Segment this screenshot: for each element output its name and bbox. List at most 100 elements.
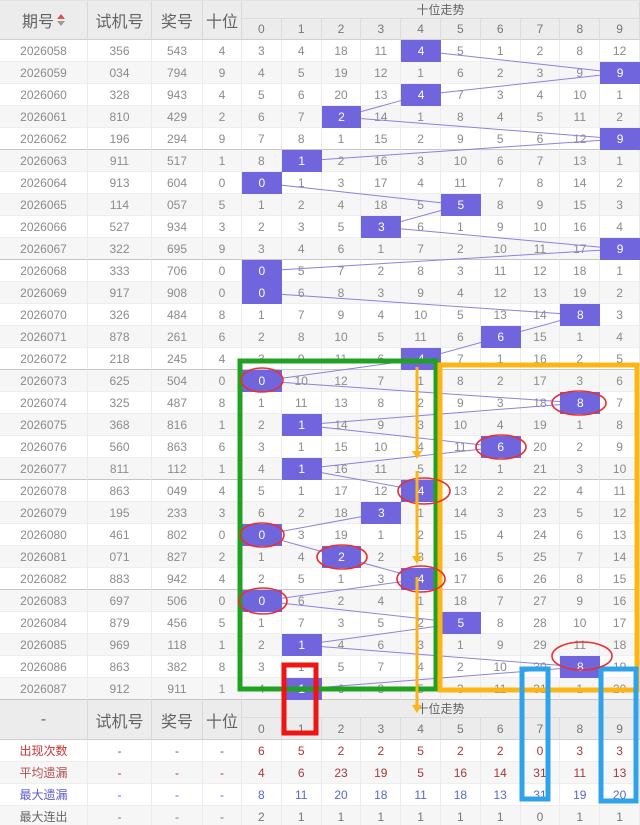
trend-cell: 5 [600,348,640,370]
summary-issue-label: - [40,710,47,728]
highlight-cell: 5 [441,194,481,216]
issue-cell: 2026070 [0,304,88,326]
highlight-cell: 4 [401,568,441,590]
issue-cell: 2026066 [0,216,88,238]
trend-cell: 3 [480,392,521,414]
summary-dash-cell: - [152,806,203,825]
issue-cell: 2026081 [0,546,88,568]
prize-number-cell: 049 [152,480,203,502]
highlight-cell: 4 [401,84,441,106]
issue-column-header[interactable]: 期号 [0,1,88,40]
digit-header-9: 9 [600,19,640,40]
trend-cell: 4 [242,458,282,480]
trend-cell: 10 [440,150,481,172]
trend-cell: 7 [480,172,521,194]
trend-cell: 4 [560,480,601,502]
issue-cell: 2026083 [0,590,88,612]
trend-cell: 2 [401,392,441,414]
highlight-cell: 2 [321,106,362,128]
issue-cell: 2026078 [0,480,88,502]
trend-cell: 2 [480,370,521,392]
summary-dash-cell: - [203,762,242,784]
table-row: 202608369750600624118727916 [0,590,640,612]
trend-cell: 18 [321,40,362,62]
test-number-cell: 912 [88,678,152,700]
prize-number-cell: 261 [152,326,203,348]
prize-number-cell: 506 [152,590,203,612]
summary-dash-cell: - [88,740,152,762]
trend-cell: 1 [401,62,441,84]
trend-cell: 12 [361,480,402,502]
summary-value-cell: 1 [281,806,322,825]
tens-digit-cell: 8 [203,656,242,678]
trend-cell: 11 [520,238,561,260]
highlight-cell: 0 [242,524,282,546]
summary-value-cell: 8 [242,784,282,806]
trend-cell: 11 [440,172,481,194]
trend-cell: 3 [242,656,282,678]
test-number-cell: 811 [88,458,152,480]
sort-icon[interactable] [57,14,65,26]
summary-row-label[interactable]: 最大遗漏 [0,784,88,806]
summary-value-cell: 13 [600,762,640,784]
trend-cell: 24 [520,524,561,546]
trend-cell: 10 [401,304,441,326]
issue-cell: 2026069 [0,282,88,304]
trend-cell: 3 [361,568,402,590]
trend-cell: 3 [600,304,640,326]
trend-cell: 10 [480,656,521,678]
prize-number-cell: 245 [152,348,203,370]
tens-column-header: 十位 [203,1,242,40]
tens-digit-cell: 4 [203,40,242,62]
trend-cell: 4 [242,62,282,84]
table-row: 20260590347949451912162399 [0,62,640,84]
trend-cell: 8 [281,326,322,348]
tens-header-label: 十位 [205,14,238,31]
trend-cell: 3 [401,546,441,568]
highlight-cell: 4 [401,480,441,502]
highlight-cell: 8 [560,304,601,326]
trend-cell: 1 [401,502,441,524]
trend-cell: 18 [560,260,601,282]
trend-cell: 9 [361,414,402,436]
highlight-cell: 9 [600,238,640,260]
trend-cell: 15 [361,128,402,150]
digit-header-1: 1 [281,718,322,740]
trend-cell: 5 [242,480,282,502]
trend-cell: 3 [560,370,601,392]
trend-cell: 8 [242,150,282,172]
trend-cell: 4 [401,656,441,678]
prize-number-cell: 484 [152,304,203,326]
issue-cell: 2026058 [0,40,88,62]
tens-digit-cell: 1 [203,458,242,480]
test-number-cell: 326 [88,304,152,326]
trend-cell: 13 [361,84,402,106]
trend-cell: 13 [480,304,521,326]
trend-cell: 2 [242,634,282,656]
table-row: 20260788630494511712413222411 [0,480,640,502]
summary-trend-title: 十位走势 [242,700,640,718]
trend-cell: 9 [600,436,640,458]
trend-cell: 6 [401,216,441,238]
trend-cell: 16 [321,458,362,480]
trend-cell: 6 [321,678,362,700]
trend-cell: 5 [361,612,402,634]
table-row: 202608487945651735258281017 [0,612,640,634]
trend-cell: 7 [281,612,322,634]
prize-number-cell: 429 [152,106,203,128]
issue-cell: 2026076 [0,436,88,458]
trend-cell: 5 [440,304,481,326]
trend-cell: 1 [560,678,601,700]
test-number-cell: 883 [88,568,152,590]
trend-cell: 6 [480,150,521,172]
trend-cell: 5 [401,678,441,700]
trend-cell: 1 [480,458,521,480]
tens-digit-cell: 0 [203,260,242,282]
trend-cell: 12 [321,370,362,392]
trend-cell: 11 [361,40,402,62]
prize-number-cell: 543 [152,40,203,62]
trend-cell: 6 [520,128,561,150]
trend-cell: 17 [321,480,362,502]
trend-cell: 8 [440,106,481,128]
trend-cell: 15 [560,194,601,216]
